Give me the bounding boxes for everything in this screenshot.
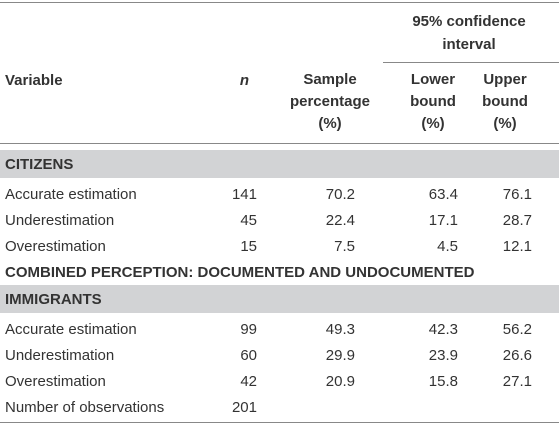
cell: 99 (240, 321, 257, 338)
cell: 70.2 (325, 186, 355, 203)
cell: 7.5 (334, 238, 355, 255)
column-header: (%) (318, 115, 342, 132)
row-label: Overestimation (5, 238, 106, 255)
row-label: Underestimation (5, 347, 115, 364)
column-header: bound (482, 93, 528, 110)
group-rule (383, 62, 559, 63)
cell: 29.9 (325, 347, 355, 364)
cell: 60 (240, 347, 257, 364)
cell: 27.1 (502, 373, 532, 390)
cell: 49.3 (325, 321, 355, 338)
bottom-rule (0, 422, 559, 423)
cell: 201 (231, 399, 257, 416)
cell: 15.8 (428, 373, 458, 390)
column-header: Upper (483, 71, 527, 88)
cell: 4.5 (437, 238, 458, 255)
section-band (0, 285, 559, 313)
cell: 17.1 (428, 212, 458, 229)
cell: 141 (231, 186, 257, 203)
cell: 42 (240, 373, 257, 390)
column-header: bound (410, 93, 456, 110)
cell: 22.4 (325, 212, 355, 229)
column-header: Sample (303, 71, 357, 88)
column-header: percentage (289, 93, 371, 110)
cell: 20.9 (325, 373, 355, 390)
cell: 42.3 (428, 321, 458, 338)
row-label: Accurate estimation (5, 186, 137, 203)
row-label: Accurate estimation (5, 321, 137, 338)
section-band (0, 150, 559, 178)
cell: 76.1 (502, 186, 532, 203)
column-header: (%) (493, 115, 517, 132)
cell: 23.9 (428, 347, 458, 364)
header-rule (0, 143, 559, 144)
column-header: (%) (421, 115, 445, 132)
section-subtitle: IMMIGRANTS (5, 291, 102, 308)
group-header: 95% confidence (412, 13, 526, 30)
row-label: Underestimation (5, 212, 115, 229)
column-header: n (239, 72, 249, 89)
cell: 45 (240, 212, 257, 229)
row-label: Number of observations (5, 399, 165, 416)
top-rule (0, 2, 559, 3)
column-header: Variable (5, 72, 63, 89)
cell: 12.1 (502, 238, 532, 255)
cell: 15 (240, 238, 257, 255)
column-header: Lower (410, 71, 456, 88)
cell: 26.6 (502, 347, 532, 364)
section-title: CITIZENS (5, 156, 74, 173)
cell: 63.4 (428, 186, 458, 203)
group-header: interval (442, 36, 496, 53)
row-label: Overestimation (5, 373, 106, 390)
cell: 56.2 (502, 321, 532, 338)
cell: 28.7 (502, 212, 532, 229)
section-title: COMBINED PERCEPTION: DOCUMENTED AND UNDO… (5, 264, 475, 281)
